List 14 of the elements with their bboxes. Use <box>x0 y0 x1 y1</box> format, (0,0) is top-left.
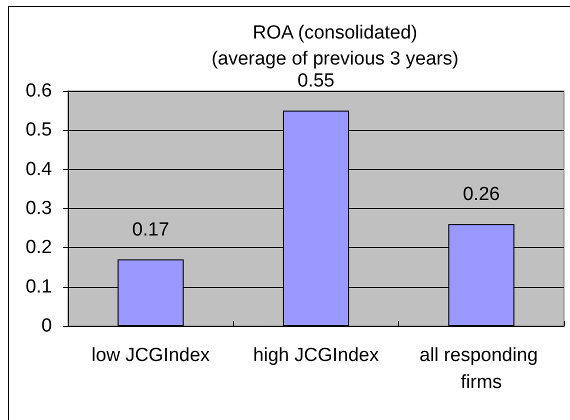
x-tick-label: low JCGIndex <box>92 345 210 366</box>
y-tick-label: 0.1 <box>26 276 52 298</box>
data-label: 0.55 <box>298 70 334 92</box>
x-tick-label: high JCGIndex <box>253 345 380 366</box>
y-tick-label: 0.2 <box>26 237 52 258</box>
data-label: 0.26 <box>462 184 500 206</box>
y-tick-label: 0.5 <box>26 120 52 141</box>
y-tick-label: 0.3 <box>26 198 52 219</box>
x-tick-label: all responding firms <box>420 345 544 393</box>
y-tick-label: 0.4 <box>26 158 52 180</box>
data-label: 0.17 <box>132 219 170 240</box>
y-tick-label: 0 <box>41 316 52 336</box>
y-tick-label: 0.6 <box>26 80 52 102</box>
chart-title: ROA (consolidated) (average of previous 3 years) <box>211 22 459 70</box>
